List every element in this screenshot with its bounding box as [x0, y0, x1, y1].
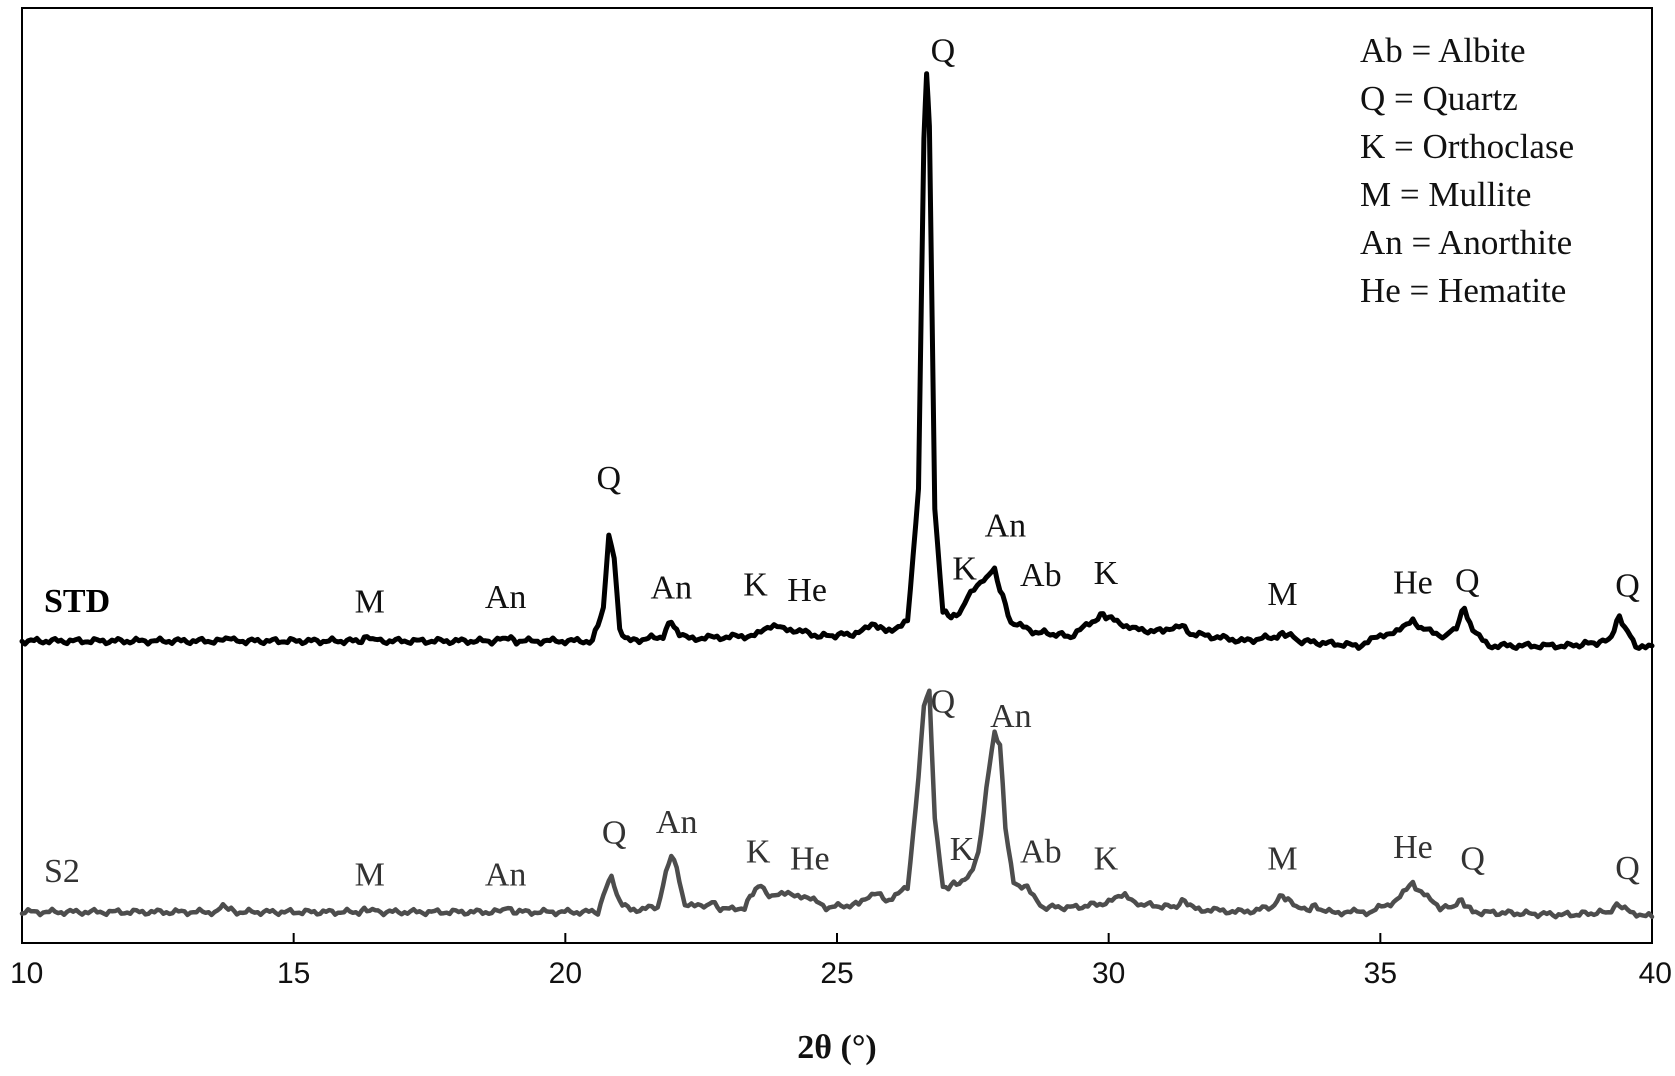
peak-label: M [355, 584, 385, 621]
x-tick-label: 10 [10, 957, 43, 990]
peak-label: Ab [1020, 834, 1062, 871]
x-tick-label: 30 [1092, 957, 1125, 990]
series-line-std [19, 71, 1655, 651]
peak-label: Q [602, 815, 627, 852]
series-label-s2: S2 [44, 853, 80, 890]
x-tick-label: 40 [1639, 957, 1672, 990]
peak-label: Q [1615, 850, 1640, 887]
legend: Ab = Albite Q = Quartz K = Orthoclase M = M… [1360, 31, 1574, 310]
series-label-std: STD [44, 583, 110, 620]
peak-label: He [787, 572, 827, 609]
peak-label: K [1094, 555, 1119, 592]
peak-label: An [990, 698, 1032, 735]
x-tick-label: 20 [549, 957, 582, 990]
peak-label: An [485, 856, 527, 893]
peak-label: M [355, 856, 385, 893]
series-line-s2 [19, 688, 1655, 920]
x-axis: 10 15 20 25 30 35 40 [10, 933, 1672, 990]
peak-label: K [743, 566, 768, 603]
peak-label: K [952, 550, 977, 587]
peak-label: M [1267, 576, 1297, 613]
peak-label: He [1393, 565, 1433, 602]
peak-label: K [746, 834, 771, 871]
peak-label: He [1393, 829, 1433, 866]
peak-label: He [790, 840, 830, 877]
peak-label: An [485, 579, 527, 616]
legend-entry: Q = Quartz [1360, 79, 1518, 118]
peak-label: Q [931, 33, 956, 70]
x-axis-title: 2θ (°) [797, 1029, 877, 1066]
peak-label: Ab [1020, 557, 1062, 594]
peak-label: Q [1460, 840, 1485, 877]
peak-label: Q [1615, 567, 1640, 604]
x-tick-label: 25 [820, 957, 853, 990]
peak-label: K [1094, 840, 1119, 877]
legend-entry: M = Mullite [1360, 175, 1531, 214]
peak-label: An [651, 569, 693, 606]
legend-entry: K = Orthoclase [1360, 127, 1574, 166]
legend-entry: An = Anorthite [1360, 223, 1572, 262]
series-layer [19, 71, 1655, 920]
peak-label: Q [597, 460, 622, 497]
peak-label: An [656, 804, 698, 841]
peak-label: Q [1455, 563, 1480, 600]
series-name-layer: STD S2 [44, 583, 110, 890]
x-tick-label: 15 [277, 957, 310, 990]
legend-entry: He = Hematite [1360, 271, 1566, 310]
peak-label: M [1267, 840, 1297, 877]
peak-label: K [950, 831, 975, 868]
x-tick-label: 35 [1364, 957, 1397, 990]
peak-label: An [985, 508, 1027, 545]
legend-entry: Ab = Albite [1360, 31, 1526, 70]
peak-label: Q [931, 684, 956, 721]
